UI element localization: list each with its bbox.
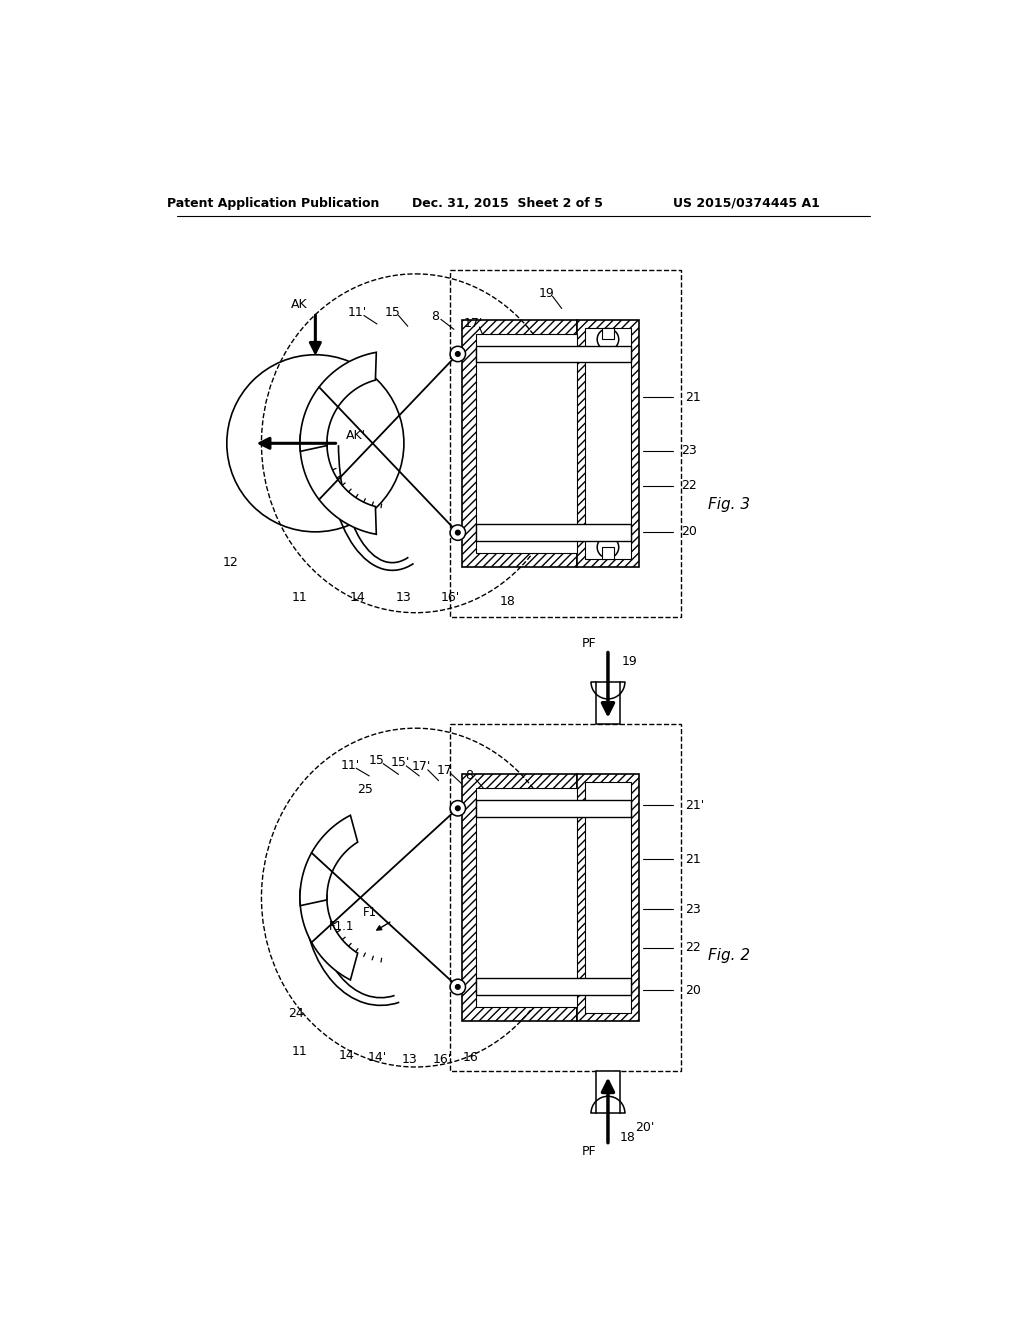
Text: 19: 19 [622,655,638,668]
Text: US 2015/0374445 A1: US 2015/0374445 A1 [673,197,820,210]
Text: 17': 17' [412,760,431,774]
Text: AK: AK [291,298,307,312]
Circle shape [456,351,460,356]
Text: 14': 14' [368,1051,387,1064]
Text: 13: 13 [401,1053,417,1065]
Text: 15: 15 [384,306,400,319]
Bar [596,1071,620,1113]
Bar [578,321,639,566]
Text: 20: 20 [681,525,697,539]
Circle shape [456,985,460,989]
Circle shape [597,536,618,558]
Circle shape [451,979,466,995]
Bar [462,775,578,1020]
Bar [475,800,631,817]
Text: F1: F1 [362,907,377,920]
Text: 18: 18 [500,594,516,607]
Circle shape [451,800,466,816]
Text: 12: 12 [223,556,239,569]
Circle shape [451,525,466,540]
Text: 23: 23 [685,903,700,916]
Text: PF: PF [582,1146,596,1158]
Bar [585,327,631,558]
Text: 16': 16' [433,1053,452,1065]
Text: 25: 25 [357,783,374,796]
Text: PF: PF [582,638,596,649]
Text: Fig. 3: Fig. 3 [708,498,751,512]
Text: 18: 18 [620,1131,635,1144]
Text: Dec. 31, 2015  Sheet 2 of 5: Dec. 31, 2015 Sheet 2 of 5 [413,197,603,210]
Text: AK': AK' [346,429,367,442]
Bar [475,978,631,995]
Text: 22: 22 [681,479,697,492]
Text: 23: 23 [681,445,697,458]
Text: Fig. 2: Fig. 2 [708,948,751,962]
Text: 17: 17 [437,764,453,777]
Polygon shape [300,352,376,451]
Text: 20: 20 [685,983,700,997]
Circle shape [456,807,460,810]
Bar [602,327,614,339]
Text: 14: 14 [350,591,366,603]
Text: 17': 17' [464,317,483,330]
Bar [602,548,614,558]
Circle shape [226,355,403,532]
Text: 20': 20' [635,1121,654,1134]
Bar [462,321,578,566]
Bar [451,725,681,1071]
Text: 16': 16' [440,591,460,603]
Bar [578,775,639,1020]
Text: 15: 15 [369,754,385,767]
Bar [585,781,631,1014]
Bar [475,788,578,1007]
Bar [475,334,578,553]
Polygon shape [300,890,357,979]
Text: 13: 13 [396,591,412,603]
Text: 19: 19 [539,286,554,300]
Text: 11: 11 [292,591,308,603]
Text: 15': 15' [390,756,410,770]
Text: F1.1: F1.1 [329,920,354,933]
Text: 14: 14 [338,1049,354,1063]
Circle shape [451,346,466,362]
Text: 21: 21 [685,391,700,404]
Text: 24: 24 [288,1007,304,1019]
Text: 21: 21 [685,853,700,866]
Polygon shape [300,436,376,535]
Circle shape [597,329,618,350]
Bar [475,524,631,541]
Text: 22: 22 [685,941,700,954]
Circle shape [456,531,460,535]
Text: 8: 8 [465,770,473,783]
Bar [475,346,631,363]
Text: 16: 16 [463,1051,479,1064]
Text: Patent Application Publication: Patent Application Publication [167,197,379,210]
Bar [451,271,681,616]
Text: 8: 8 [431,310,438,323]
Text: 11': 11' [348,306,368,319]
Bar [596,682,620,725]
Text: 11: 11 [292,1045,308,1059]
Polygon shape [300,816,357,906]
Text: 11': 11' [340,759,359,772]
Text: 21': 21' [685,799,705,812]
